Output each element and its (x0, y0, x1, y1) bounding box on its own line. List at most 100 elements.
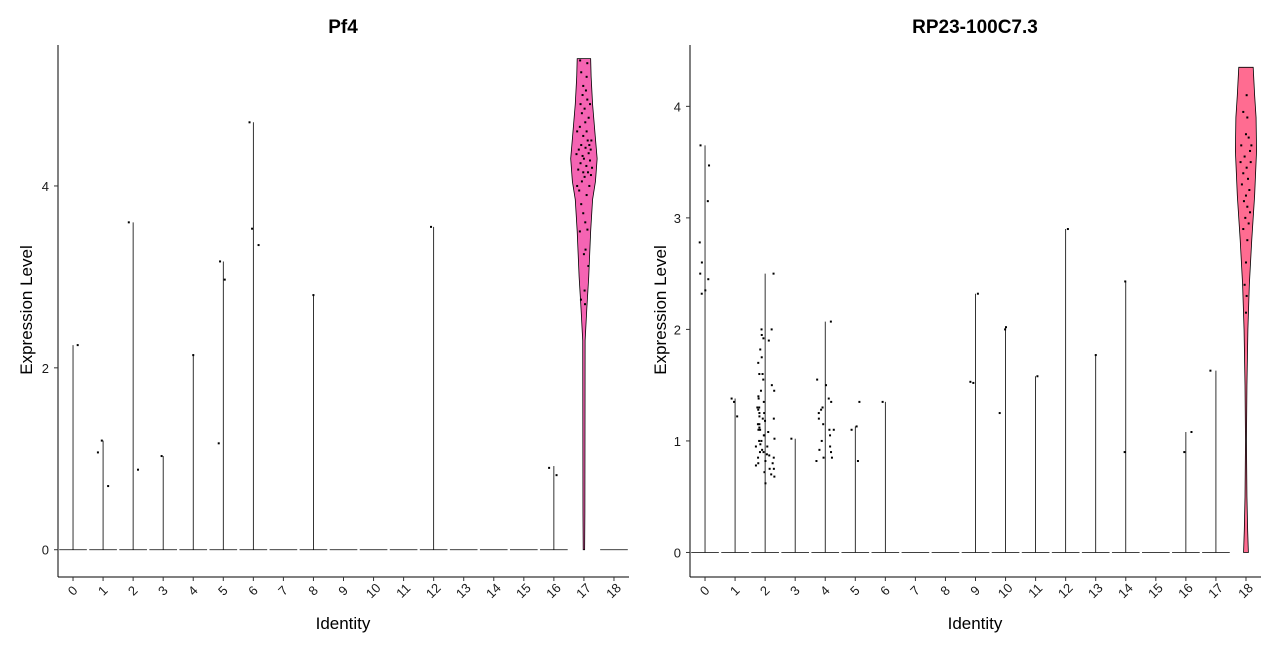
data-point (758, 439, 761, 442)
data-point (589, 159, 592, 162)
x-tick-label: 6 (877, 583, 893, 599)
data-point (1242, 228, 1245, 231)
x-tick-label: 18 (603, 580, 624, 601)
x-tick-label: 8 (937, 583, 953, 599)
data-point (976, 292, 979, 295)
data-point (760, 439, 763, 442)
data-point (817, 412, 820, 415)
data-point (548, 466, 551, 469)
data-point (772, 272, 775, 275)
data-point (1244, 261, 1247, 264)
x-tick-label: 12 (1055, 580, 1076, 601)
data-point (192, 354, 195, 357)
data-point (586, 171, 589, 174)
data-point (765, 453, 768, 456)
data-point (1243, 155, 1246, 158)
data-point (1246, 205, 1249, 208)
x-tick-label: 1 (95, 583, 111, 599)
data-point (127, 221, 130, 224)
y-tick-label: 0 (42, 543, 49, 558)
data-point (760, 356, 763, 359)
data-point (830, 456, 833, 459)
data-point (586, 139, 589, 142)
data-point (815, 460, 818, 463)
data-point (757, 395, 760, 398)
data-point (590, 139, 593, 142)
data-point (589, 148, 592, 151)
data-point (772, 456, 775, 459)
data-point (1066, 228, 1069, 231)
data-point (581, 154, 584, 157)
x-tick-label: 13 (1085, 580, 1106, 601)
data-point (585, 130, 588, 133)
data-point (1249, 211, 1252, 214)
x-tick-label: 12 (423, 580, 444, 601)
data-point (312, 294, 315, 297)
data-point (764, 419, 767, 422)
data-point (790, 437, 793, 440)
data-point (707, 278, 710, 281)
data-point (768, 454, 771, 457)
data-point (579, 103, 582, 106)
data-point (761, 373, 764, 376)
x-tick-label: 16 (1175, 580, 1196, 601)
data-point (1246, 116, 1249, 119)
data-point (588, 144, 591, 147)
data-point (733, 400, 736, 403)
y-tick-label: 2 (42, 361, 49, 376)
x-tick-label: 5 (847, 583, 863, 599)
data-point (582, 212, 585, 215)
data-point (587, 264, 590, 267)
data-point (585, 194, 588, 197)
data-point (580, 71, 583, 74)
data-point (160, 455, 163, 458)
data-point (770, 328, 773, 331)
data-point (756, 406, 759, 409)
data-point (589, 103, 592, 106)
data-point (1005, 326, 1008, 329)
data-point (829, 434, 832, 437)
data-point (699, 272, 702, 275)
x-tick-label: 16 (543, 580, 564, 601)
x-tick-label: 9 (967, 583, 983, 599)
data-point (578, 189, 581, 192)
x-tick-label: 15 (1145, 580, 1166, 601)
data-point (577, 168, 580, 171)
data-point (736, 415, 739, 418)
y-tick-label: 4 (674, 99, 681, 114)
data-point (1245, 294, 1248, 297)
data-point (1183, 451, 1186, 454)
data-point (100, 439, 103, 442)
x-tick-label: 11 (393, 581, 413, 601)
data-point (586, 228, 589, 231)
data-point (757, 397, 760, 400)
data-point (758, 426, 761, 429)
data-point (96, 451, 99, 454)
data-point (881, 400, 884, 403)
data-point (578, 125, 581, 128)
chart-title: Pf4 (328, 17, 358, 38)
data-point (704, 289, 707, 292)
data-point (582, 171, 585, 174)
data-point (773, 389, 776, 392)
data-point (586, 98, 589, 101)
data-point (758, 415, 761, 418)
data-point (137, 468, 140, 471)
data-point (581, 94, 584, 97)
data-point (757, 462, 760, 465)
x-tick-label: 6 (245, 583, 261, 599)
data-point (1036, 375, 1039, 378)
data-point (758, 406, 761, 409)
data-point (584, 303, 587, 306)
data-point (830, 451, 833, 454)
data-point (1243, 283, 1246, 286)
x-tick-label: 7 (907, 583, 923, 599)
x-tick-label: 11 (1025, 581, 1045, 601)
x-tick-label: 4 (185, 583, 201, 599)
data-point (1240, 183, 1243, 186)
x-tick-label: 17 (573, 580, 594, 601)
x-tick-label: 10 (363, 580, 384, 601)
data-point (1242, 172, 1245, 175)
data-point (758, 423, 761, 426)
data-point (829, 320, 832, 323)
